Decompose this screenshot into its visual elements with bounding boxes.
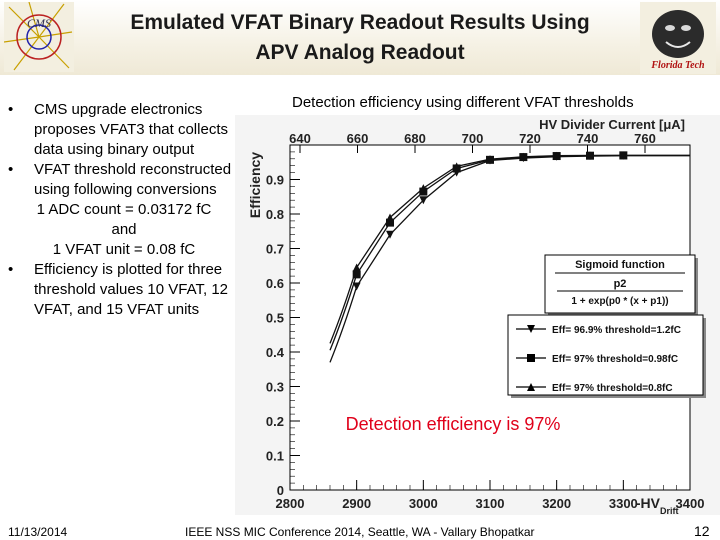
- efficiency-chart: 0 0.1 0.2 0.3 0.4 0.5 0.6 0.7 0.8 0.9 2800 2900 3000…: [235, 115, 720, 516]
- legend-box: [507, 314, 704, 396]
- page-title: Emulated VFAT Binary Readout Results Usi…: [80, 8, 640, 68]
- x-tick-label: 2800: [276, 496, 305, 511]
- bullet-item: • VFAT threshold reconstructed using fol…: [6, 160, 242, 200]
- top-tick-label: 720: [519, 131, 541, 146]
- data-point: [619, 151, 628, 160]
- data-point: [352, 282, 361, 291]
- top-tick-label: 680: [404, 131, 426, 146]
- data-point: [386, 230, 394, 239]
- fit-box-denominator: 1 + exp(p0 * (x + p1)): [571, 296, 668, 307]
- y-tick-label: 0.4: [266, 345, 285, 360]
- data-point: [519, 152, 528, 161]
- fit-box-title: Sigmoid function: [575, 259, 665, 271]
- data-point: [386, 213, 394, 222]
- x-tick-label: 3400: [676, 496, 705, 511]
- x-axis-label-sub: Drift: [660, 506, 679, 515]
- chart-heading: Detection efficiency using different VFA…: [292, 94, 634, 111]
- footer-center: IEEE NSS MIC Conference 2014, Seattle, W…: [185, 525, 535, 539]
- legend-label: Eff= 96.9% threshold=1.2fC: [552, 325, 681, 336]
- florida-tech-logo-text: Florida Tech: [650, 60, 705, 71]
- conversion-line: 1 VFAT unit = 0.08 fC: [52, 241, 196, 258]
- fit-box: [544, 254, 696, 314]
- conversion-line: 1 ADC count = 0.03172 fC: [36, 201, 212, 218]
- x-tick-label: 3200: [542, 496, 571, 511]
- top-axis-label: HV Divider Current [μA]: [539, 117, 685, 132]
- data-point: [586, 151, 594, 160]
- bullet-list: • CMS upgrade electronics proposes VFAT3…: [6, 100, 242, 320]
- y-tick-label: 0.1: [266, 449, 284, 464]
- y-tick-label: 0.8: [266, 207, 284, 222]
- cms-logo-icon: CMS: [4, 2, 74, 72]
- bullet-item: • Efficiency is plotted for three thresh…: [6, 260, 242, 320]
- x-tick-label: 2900: [342, 496, 371, 511]
- efficiency-annotation: Detection efficiency is 97%: [346, 414, 561, 434]
- legend-marker: [527, 325, 535, 333]
- y-tick-label: 0.7: [266, 242, 284, 257]
- page-title-line1: Emulated VFAT Binary Readout Results Usi…: [130, 11, 590, 34]
- legend-label: Eff= 97% threshold=0.98fC: [552, 354, 678, 365]
- x-tick-label: 3000: [409, 496, 438, 511]
- legend-marker: [527, 383, 535, 391]
- bullet-text: VFAT threshold reconstructed using follo…: [34, 161, 232, 198]
- conversion-line: and: [111, 221, 137, 238]
- data-point: [352, 263, 361, 272]
- top-tick-label: 760: [634, 131, 656, 146]
- y-tick-label: 0.5: [266, 311, 284, 326]
- top-tick-label: 700: [462, 131, 484, 146]
- bullet-text: Efficiency is plotted for three threshol…: [34, 261, 229, 318]
- bullet-dot: •: [8, 101, 14, 118]
- data-point: [419, 184, 428, 193]
- legend-label: Eff= 97% threshold=0.8fC: [552, 383, 673, 394]
- y-tick-label: 0.2: [266, 414, 284, 429]
- cms-logo-text: CMS: [27, 16, 51, 30]
- top-tick-label: 640: [289, 131, 311, 146]
- data-point: [419, 196, 428, 205]
- bullet-dot: •: [8, 261, 14, 278]
- florida-tech-logo-icon: Florida Tech: [640, 2, 716, 74]
- data-point: [486, 155, 494, 164]
- y-tick-label: 0.9: [266, 173, 284, 188]
- legend-marker: [527, 354, 535, 362]
- y-axis-label: Efficiency: [247, 152, 263, 218]
- y-tick-label: 0.3: [266, 380, 284, 395]
- x-tick-label: 3100: [476, 496, 505, 511]
- y-tick-label: 0: [277, 483, 284, 498]
- top-tick-label: 740: [577, 131, 599, 146]
- efficiency-chart-svg: 0 0.1 0.2 0.3 0.4 0.5 0.6 0.7 0.8 0.9 2800 2900 3000…: [235, 115, 720, 516]
- fit-box-numerator: p2: [614, 278, 627, 290]
- footer-date: 11/13/2014: [8, 525, 68, 539]
- y-tick-label: 0.6: [266, 276, 284, 291]
- page-title-line2: APV Analog Readout: [255, 41, 465, 64]
- top-tick-label: 660: [347, 131, 369, 146]
- title-bar: [0, 0, 720, 75]
- bullet-text: CMS upgrade electronics proposes VFAT3 t…: [34, 101, 228, 158]
- bullet-item: • CMS upgrade electronics proposes VFAT3…: [6, 100, 242, 160]
- bullet-dot: •: [8, 161, 14, 178]
- x-axis-label: -HV: [636, 495, 661, 511]
- data-point: [552, 151, 561, 160]
- data-point: [452, 162, 461, 171]
- page-number: 12: [694, 523, 710, 539]
- x-tick-label: 3300: [609, 496, 638, 511]
